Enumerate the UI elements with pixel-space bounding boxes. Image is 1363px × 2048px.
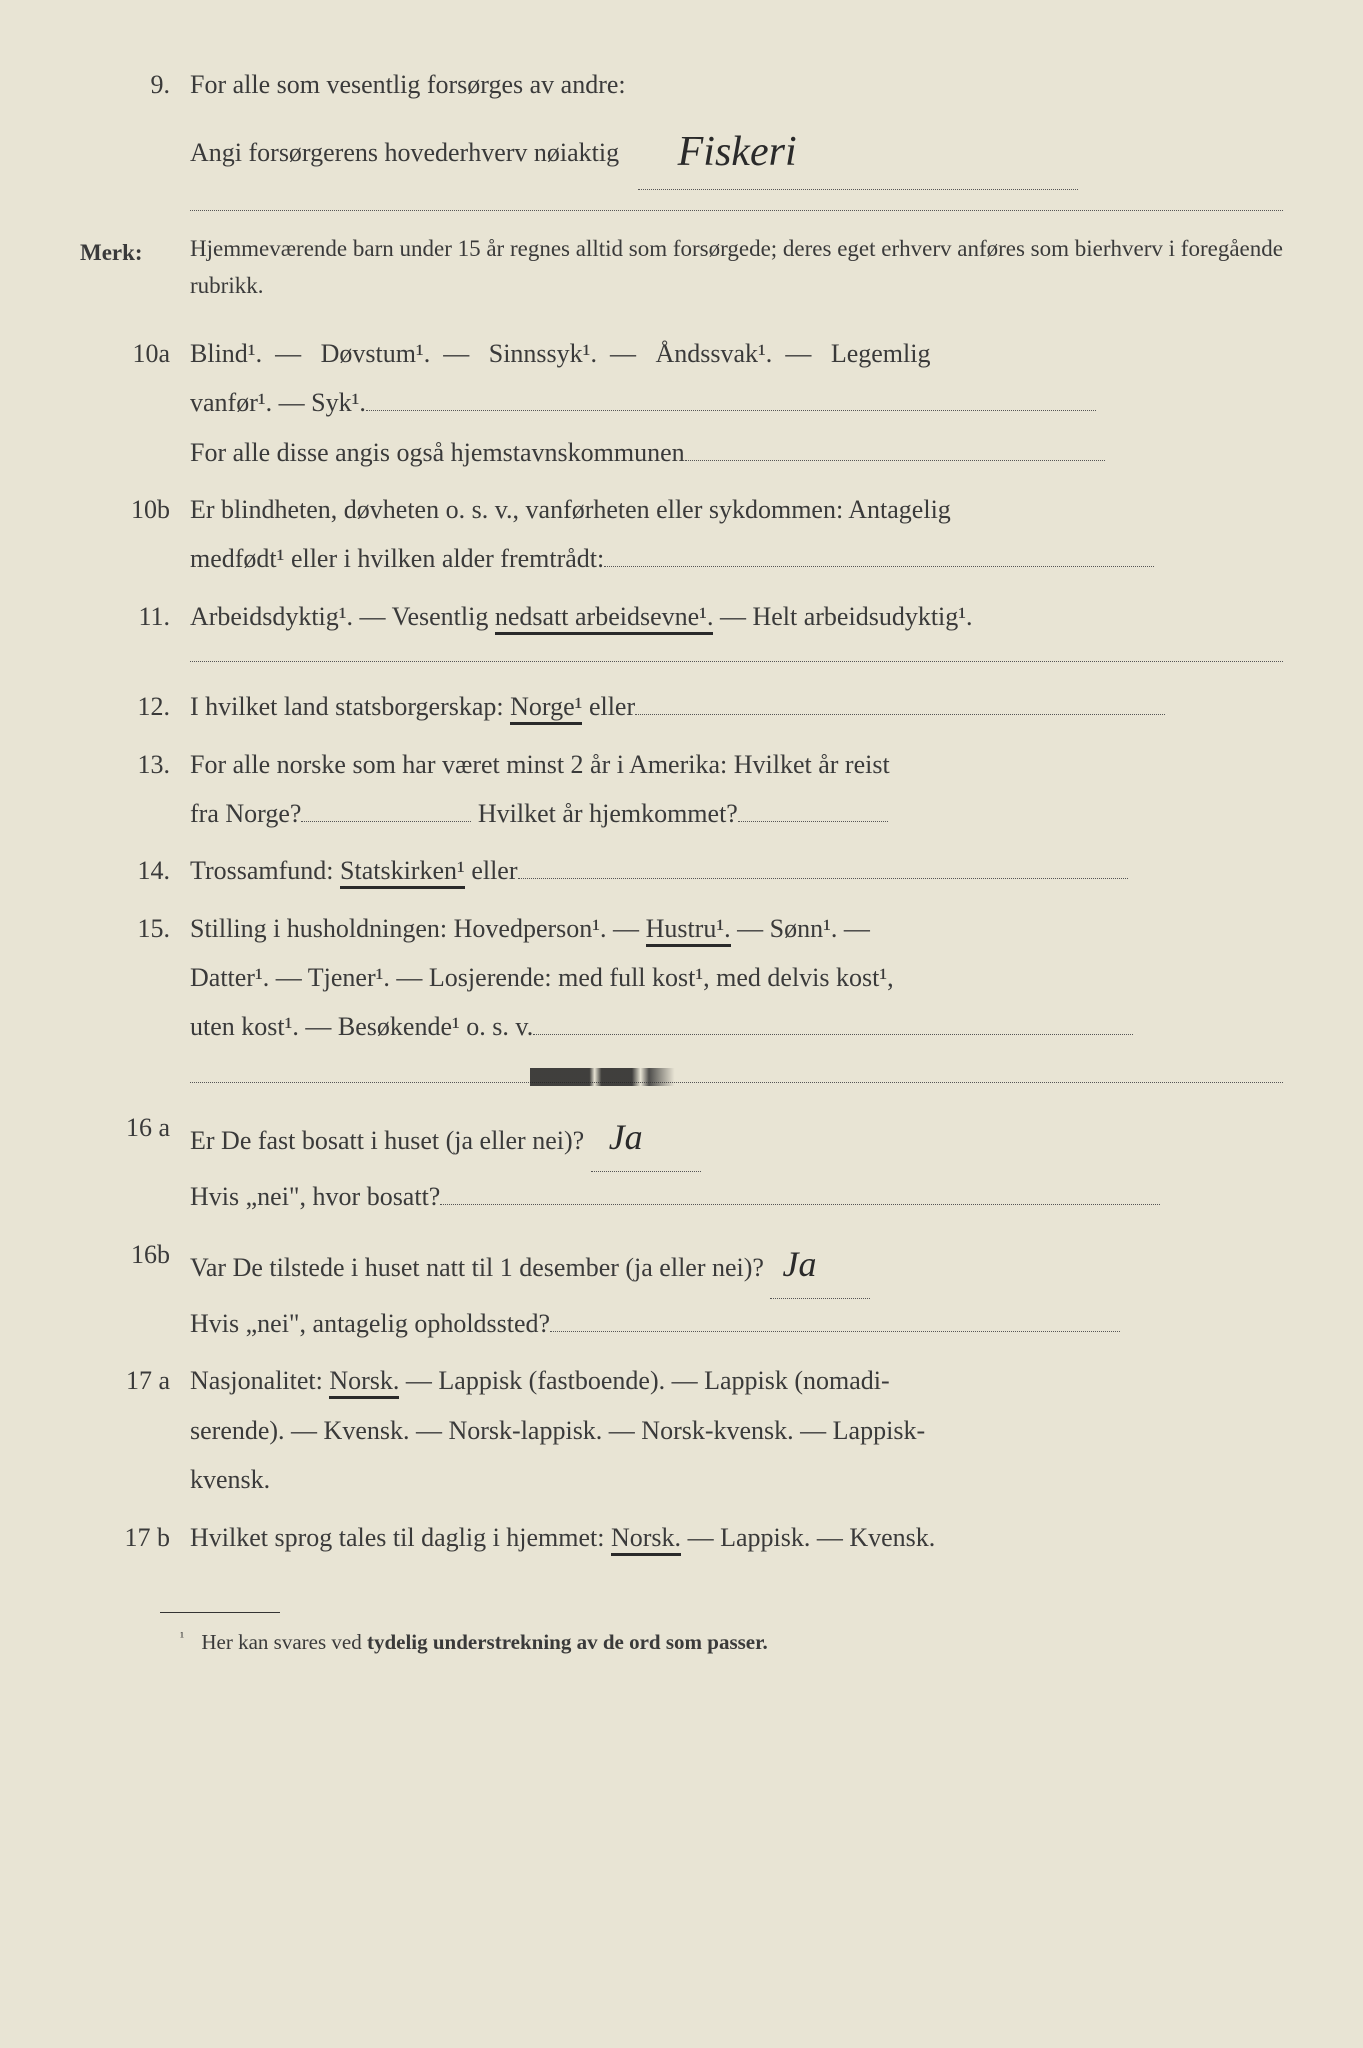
q9-line1: For alle som vesentlig forsørges av andr… [190,60,1283,109]
q11-selected: nedsatt arbeidsevne¹. [495,602,714,635]
q15-line2: Datter¹. — Tjener¹. — Losjerende: med fu… [190,953,1283,1002]
divider [190,210,1283,211]
question-9: 9. For alle som vesentlig forsørges av a… [80,60,1283,190]
divider-smudge [190,1082,1283,1083]
q15-number: 15. [80,904,190,1052]
q10b-line1: Er blindheten, døvheten o. s. v., vanfør… [190,485,1283,534]
q14-number: 14. [80,846,190,895]
q10a-line3: For alle disse angis også hjemstavnskomm… [190,428,1283,477]
q16b-number: 16b [80,1230,190,1349]
q10a-line1: Blind¹. — Døvstum¹. — Sinnssyk¹. — Åndss… [190,329,1283,378]
q10a-number: 10a [80,329,190,477]
footnote: ¹ Her kan svares ved tydelig understrekn… [180,1623,1283,1663]
question-10b: 10b Er blindheten, døvheten o. s. v., va… [80,485,1283,584]
merk-label: Merk: [80,231,190,305]
q9-answer-field: Fiskeri [638,109,1078,190]
q15-line1: Stilling i husholdningen: Hovedperson¹. … [190,904,1283,953]
question-15: 15. Stilling i husholdningen: Hovedperso… [80,904,1283,1052]
q14-selected: Statskirken¹ [340,856,465,889]
q16b-line2: Hvis „nei", antagelig opholdssted? [190,1299,1283,1348]
question-17a: 17 a Nasjonalitet: Norsk. — Lappisk (fas… [80,1356,1283,1504]
q9-answer: Fiskeri [678,129,797,175]
q16b-line1: Var De tilstede i huset natt til 1 desem… [190,1230,1283,1299]
q16a-answer: Ja [609,1117,643,1157]
q15-line3: uten kost¹. — Besøkende¹ o. s. v. [190,1002,1283,1051]
q16a-line1: Er De fast bosatt i huset (ja eller nei)… [190,1103,1283,1172]
q17a-line3: kvensk. [190,1455,1283,1504]
q17a-line2: serende). — Kvensk. — Norsk-lappisk. — N… [190,1406,1283,1455]
q13-line1: For alle norske som har været minst 2 år… [190,740,1283,789]
question-16b: 16b Var De tilstede i huset natt til 1 d… [80,1230,1283,1349]
question-17b: 17 b Hvilket sprog tales til daglig i hj… [80,1513,1283,1562]
q11-number: 11. [80,592,190,641]
census-form-page: 9. For alle som vesentlig forsørges av a… [0,0,1363,2048]
q10a-line2: vanfør¹. — Syk¹. [190,378,1283,427]
q15-selected: Hustru¹. [646,914,731,947]
q12-number: 12. [80,682,190,731]
question-16a: 16 a Er De fast bosatt i huset (ja eller… [80,1103,1283,1222]
question-12: 12. I hvilket land statsborgerskap: Norg… [80,682,1283,731]
q10b-number: 10b [80,485,190,584]
q17a-line1: Nasjonalitet: Norsk. — Lappisk (fastboen… [190,1356,1283,1405]
q13-number: 13. [80,740,190,839]
footnote-rule [160,1612,280,1613]
q16a-number: 16 a [80,1103,190,1222]
question-11: 11. Arbeidsdyktig¹. — Vesentlig nedsatt … [80,592,1283,641]
question-10a: 10a Blind¹. — Døvstum¹. — Sinnssyk¹. — Å… [80,329,1283,477]
q17a-selected: Norsk. [329,1366,399,1399]
q13-line2: fra Norge? Hvilket år hjemkommet? [190,789,1283,838]
merk-text: Hjemmeværende barn under 15 år regnes al… [190,231,1283,305]
q9-number: 9. [80,60,190,190]
q17a-number: 17 a [80,1356,190,1504]
q17b-number: 17 b [80,1513,190,1562]
ink-smudge [530,1068,700,1086]
q12-selected: Norge¹ [510,692,582,725]
question-13: 13. For alle norske som har været minst … [80,740,1283,839]
question-14: 14. Trossamfund: Statskirken¹ eller [80,846,1283,895]
divider [190,661,1283,662]
q10b-line2: medfødt¹ eller i hvilken alder fremtrådt… [190,534,1283,583]
q16b-answer: Ja [782,1244,816,1284]
q9-line2: Angi forsørgerens hovederhverv nøiaktig … [190,109,1283,190]
q16a-line2: Hvis „nei", hvor bosatt? [190,1172,1283,1221]
merk-note: Merk: Hjemmeværende barn under 15 år reg… [80,231,1283,305]
q17b-selected: Norsk. [611,1523,681,1556]
